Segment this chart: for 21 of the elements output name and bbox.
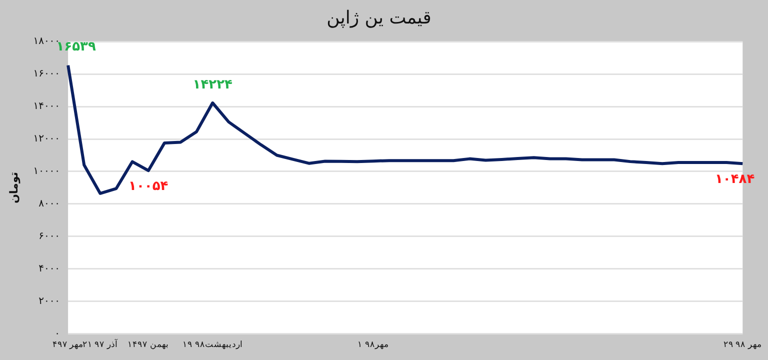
y-tick-label: ۱۰۰۰۰ — [33, 166, 60, 178]
chart-title: قیمت ین ژاپن — [326, 7, 432, 28]
x-tick-label: ۲۹ مهر ۹۸ — [723, 339, 762, 350]
y-tick-label: ۱۶۰۰۰ — [33, 68, 60, 80]
y-tick-label: ۱۴۰۰۰ — [33, 101, 60, 112]
y-tick-label: ۶۰۰۰ — [38, 230, 60, 242]
x-tick-label: ۱ مهر۹۸ — [358, 339, 389, 350]
y-tick-label: ۸۰۰۰ — [38, 198, 60, 210]
data-label: ۱۰۰۵۴ — [128, 178, 168, 194]
y-tick-label: ۰ — [54, 328, 60, 340]
y-tick-label: ۴۰۰۰ — [38, 263, 60, 274]
data-label: ۱۶۵۳۹ — [56, 40, 96, 55]
y-axis-title: تومان — [7, 172, 20, 204]
x-tick-label: ۱۹ اردیبهشت۹۸ — [182, 339, 243, 350]
data-label: ۱۴۲۲۴ — [192, 77, 233, 92]
data-label: ۱۰۴۸۴ — [714, 172, 755, 187]
y-tick-label: ۱۲۰۰۰ — [33, 134, 60, 145]
x-tick-label: ۲۱ آذر ۹۷ — [82, 338, 118, 350]
x-tick-label: ۱۴بهمن ۹۷ — [128, 339, 170, 350]
x-tick-label: ۴مهر ۹۷ — [52, 339, 84, 350]
y-tick-label: ۲۰۰۰ — [38, 296, 60, 307]
